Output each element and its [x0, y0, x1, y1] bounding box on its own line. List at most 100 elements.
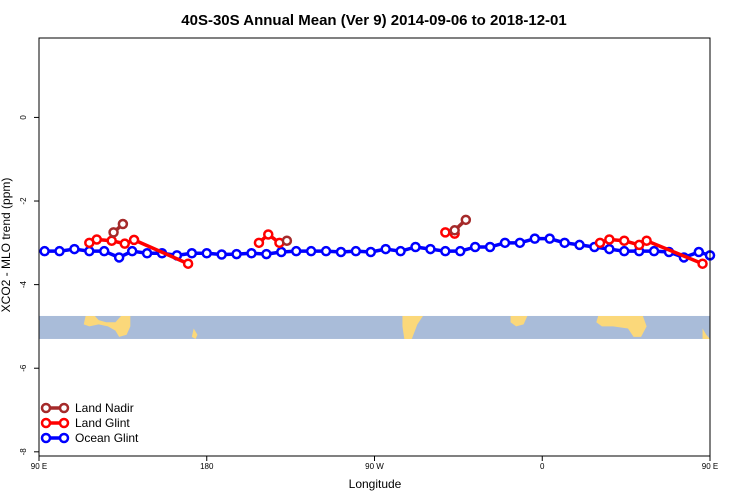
legend-label: Land Nadir: [75, 401, 134, 415]
legend-label: Land Glint: [75, 416, 130, 430]
data-point: [469, 241, 481, 253]
data-point: [126, 245, 138, 257]
map-land-shape: [191, 328, 198, 339]
y-tick-label: -4: [19, 281, 28, 289]
data-point: [454, 245, 466, 257]
data-point: [54, 245, 65, 257]
data-point: [697, 258, 708, 269]
data-point: [141, 248, 153, 259]
data-point: [395, 245, 406, 257]
legend-item: Land Nadir: [40, 401, 134, 415]
data-point: [380, 243, 391, 255]
legend-item: Ocean Glint: [40, 431, 139, 445]
data-point: [648, 245, 660, 257]
map-ocean: [39, 315, 710, 339]
x-tick-label: 0: [540, 462, 545, 471]
data-point: [574, 239, 585, 251]
series-ocean-glint: [39, 233, 716, 263]
data-point: [91, 234, 103, 245]
data-point: [460, 214, 472, 226]
y-tick-label: 0: [19, 115, 28, 120]
data-point: [246, 248, 257, 259]
data-point: [514, 237, 526, 249]
legend-swatch-marker: [40, 417, 52, 429]
data-point: [119, 238, 130, 249]
map-land-shape: [702, 328, 710, 339]
data-point: [604, 243, 615, 255]
data-point: [98, 245, 110, 257]
legend-swatch-marker: [40, 432, 52, 444]
data-point: [276, 246, 287, 258]
data-point: [619, 245, 630, 257]
data-point: [440, 227, 451, 238]
data-point: [113, 252, 125, 263]
data-point: [128, 234, 140, 246]
x-axis: 90 E 180 90 W 0 90 E: [31, 456, 718, 471]
legend-item: Land Glint: [40, 416, 130, 430]
data-point: [350, 245, 362, 257]
data-point: [559, 237, 570, 249]
data-point: [641, 235, 652, 246]
legend-label: Ocean Glint: [75, 431, 139, 445]
map-land: [83, 315, 710, 339]
legend-swatch-marker: [58, 417, 70, 429]
data-point: [182, 258, 194, 269]
data-point: [231, 248, 242, 260]
data-point: [604, 234, 615, 245]
data-point: [410, 241, 421, 253]
data-point: [425, 243, 436, 255]
map-land-shape: [83, 315, 131, 337]
data-point: [108, 227, 119, 238]
y-tick-label: -8: [19, 448, 28, 456]
data-point: [320, 245, 332, 257]
data-point: [69, 243, 80, 255]
data-point: [84, 245, 95, 257]
data-point: [39, 245, 50, 257]
data-point: [449, 225, 460, 236]
data-point: [253, 237, 265, 249]
data-point: [335, 246, 347, 258]
data-point: [186, 248, 198, 259]
data-point: [216, 249, 227, 260]
data-point: [619, 235, 630, 246]
legend-swatch-marker: [58, 432, 70, 444]
data-point: [290, 245, 302, 257]
x-axis-label: Longitude: [349, 477, 402, 491]
y-tick-label: -2: [19, 197, 28, 205]
data-point: [281, 235, 293, 246]
data-point: [594, 237, 606, 249]
data-point: [633, 239, 645, 251]
y-axis-label: XCO2 - MLO trend (ppm): [0, 178, 13, 313]
map-land-shape: [510, 315, 528, 327]
map-land-shape: [402, 315, 423, 339]
series-layer: [39, 214, 716, 269]
series-land-glint: [84, 227, 708, 269]
data-point: [544, 233, 555, 244]
data-point: [261, 248, 272, 260]
x-tick-label: 90 E: [31, 462, 47, 471]
legend-swatch-marker: [40, 402, 52, 414]
map-land-shape: [596, 315, 647, 337]
data-point: [529, 233, 541, 244]
y-tick-label: -6: [19, 364, 28, 372]
x-tick-label: 90 W: [365, 462, 384, 471]
data-point: [499, 237, 511, 249]
data-point: [305, 245, 317, 257]
data-point: [440, 245, 451, 257]
data-point: [365, 246, 377, 258]
legend-swatch-marker: [58, 402, 70, 414]
data-point: [201, 248, 212, 259]
data-point: [117, 218, 129, 230]
series-line: [44, 236, 711, 260]
y-axis: 0 -2 -4 -6 -8: [19, 115, 39, 456]
data-point: [484, 241, 496, 253]
data-point: [693, 246, 705, 258]
map-strip: [39, 315, 710, 339]
x-tick-label: 90 E: [702, 462, 718, 471]
data-point: [106, 235, 117, 246]
data-point: [263, 229, 274, 240]
series-land-nadir: [108, 214, 472, 246]
x-tick-label: 180: [200, 462, 214, 471]
